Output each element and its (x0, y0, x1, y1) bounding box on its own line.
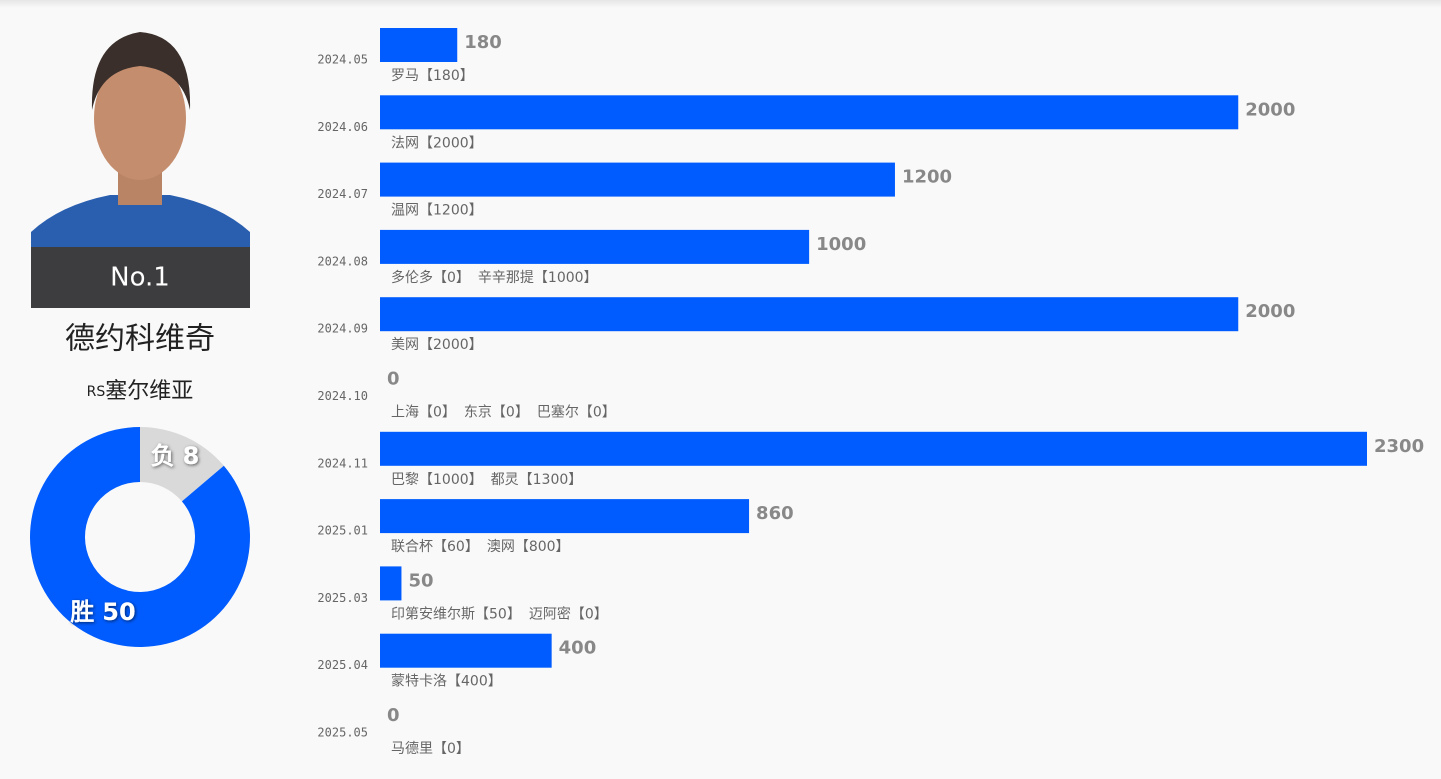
date-label: 2024.06 (317, 120, 368, 134)
donut-label: 胜 50 (70, 598, 135, 626)
date-label: 2024.05 (317, 53, 368, 67)
bar (380, 162, 895, 197)
player-photo (31, 28, 250, 247)
tournament: 巴塞尔【0】 (537, 404, 616, 421)
value-label: 860 (756, 503, 794, 524)
donut-slice (140, 427, 224, 502)
slice-value: 8 (183, 442, 200, 470)
detail-line: 马德里【0】 (391, 741, 470, 757)
bar (380, 499, 750, 534)
bar (380, 95, 1239, 130)
date-label: 2024.07 (317, 187, 368, 201)
tournament: 美网【2000】 (391, 337, 483, 353)
slice-name: 负 (151, 442, 175, 470)
tournament: 辛辛那提【1000】 (478, 270, 598, 286)
tournament: 东京【0】 (464, 405, 529, 421)
tournament: 澳网【800】 (487, 539, 570, 555)
bar (380, 28, 458, 62)
date-label: 2025.05 (317, 726, 368, 740)
detail-line: 温网【1200】 (391, 203, 483, 219)
country-code: RS (87, 384, 106, 400)
date-label: 2025.01 (317, 524, 368, 538)
bar (380, 633, 552, 668)
tournament: 巴黎【1000】 (391, 472, 483, 488)
detail-line: 上海【0】 东京【0】 巴塞尔【0】 (391, 404, 616, 421)
value-label: 180 (464, 32, 502, 53)
tournament: 迈阿密【0】 (529, 605, 608, 622)
date-label: 2025.04 (317, 658, 368, 672)
detail-line: 联合杯【60】 澳网【800】 (391, 539, 570, 555)
country-line: RS塞尔维亚 (87, 379, 194, 404)
tournament: 上海【0】 (391, 405, 456, 421)
slice-value: 50 (102, 598, 135, 626)
detail-line: 美网【2000】 (391, 337, 483, 353)
tournament: 蒙特卡洛【400】 (391, 674, 502, 690)
value-label: 50 (408, 570, 433, 591)
detail-line: 印第安维尔斯【50】 迈阿密【0】 (391, 605, 608, 622)
top-shadow (0, 0, 1441, 8)
value-label: 2000 (1245, 301, 1295, 322)
detail-line: 罗马【180】 (391, 68, 474, 84)
country: 塞尔维亚 (105, 379, 193, 404)
tournament: 都灵【1300】 (491, 472, 583, 488)
bar (380, 229, 810, 264)
tournament: 联合杯【60】 (391, 539, 479, 555)
bar (380, 297, 1239, 332)
date-label: 2024.11 (317, 456, 368, 470)
slice-name: 胜 (70, 598, 94, 626)
tournament: 罗马【180】 (391, 68, 474, 84)
tournament: 温网【1200】 (391, 203, 483, 219)
value-label: 1200 (902, 167, 952, 188)
value-label: 400 (559, 638, 597, 659)
bar (380, 431, 1367, 466)
bar (380, 566, 402, 601)
detail-line: 巴黎【1000】 都灵【1300】 (391, 472, 582, 488)
tournament: 法网【2000】 (391, 135, 483, 151)
tournament: 马德里【0】 (391, 741, 470, 757)
value-label: 2000 (1245, 99, 1295, 120)
date-label: 2024.08 (317, 254, 368, 268)
rank-box (31, 247, 250, 308)
rank: No.1 (110, 263, 170, 293)
date-label: 2025.03 (317, 591, 368, 605)
date-label: 2024.09 (317, 322, 368, 336)
tournament: 印第安维尔斯【50】 (391, 605, 521, 622)
detail-line: 法网【2000】 (391, 135, 483, 151)
player-name: 德约科维奇 (65, 322, 215, 357)
donut-slice (30, 427, 251, 647)
value-label: 1000 (816, 234, 866, 255)
date-label: 2024.10 (317, 389, 368, 403)
value-label: 2300 (1374, 436, 1424, 457)
value-label: 0 (387, 705, 400, 726)
detail-line: 蒙特卡洛【400】 (391, 674, 502, 690)
value-label: 0 (387, 369, 400, 390)
detail-line: 多伦多【0】 辛辛那提【1000】 (391, 269, 598, 286)
tournament: 多伦多【0】 (391, 269, 470, 286)
